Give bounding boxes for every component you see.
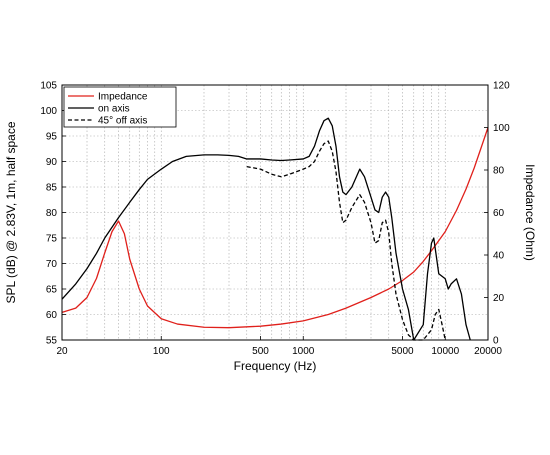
y-right-tick-label: 100 <box>493 123 510 134</box>
y-right-tick-label: 20 <box>493 293 505 304</box>
x-tick-label: 10000 <box>431 346 459 357</box>
y-right-tick-label: 60 <box>493 208 505 219</box>
y-left-tick-label: 65 <box>46 285 58 296</box>
y-left-tick-label: 70 <box>46 259 58 270</box>
series-line-impedance <box>61 127 489 329</box>
x-tick-label: 20000 <box>474 346 502 357</box>
legend-label-impedance: Impedance <box>98 92 148 103</box>
y-axis-title-right: Impedance (Ohm) <box>523 164 537 261</box>
y-left-tick-label: 95 <box>46 132 58 143</box>
series-line-on-axis <box>61 117 471 341</box>
y-left-tick-label: 60 <box>46 310 58 321</box>
x-tick-label: 20 <box>56 346 68 357</box>
series-lines <box>61 117 489 341</box>
legend-label-off-axis: 45° off axis <box>98 116 147 127</box>
y-right-tick-label: 80 <box>493 166 505 177</box>
legend-label-on-axis: on axis <box>98 104 130 115</box>
y-right-tick-label: 40 <box>493 251 505 262</box>
x-tick-label: 500 <box>252 346 269 357</box>
y-left-tick-label: 55 <box>46 336 58 347</box>
x-tick-label: 1000 <box>292 346 315 357</box>
y-axis-title-left: SPL (dB) @ 2.83V, 1m, half space <box>4 121 18 303</box>
y-left-tick-label: 85 <box>46 183 58 194</box>
x-tick-label: 100 <box>153 346 170 357</box>
y-left-tick-label: 90 <box>46 157 58 168</box>
y-left-tick-label: 105 <box>40 81 57 92</box>
x-axis-title: Frequency (Hz) <box>234 359 317 373</box>
y-left-tick-label: 80 <box>46 208 58 219</box>
y-left-tick-label: 100 <box>40 106 57 117</box>
legend: Impedance on axis 45° off axis <box>63 86 177 128</box>
axis-ticks: 20 100 500 1000 5000 10000 2000055606570758085… <box>40 81 510 358</box>
y-left-tick-label: 75 <box>46 234 58 245</box>
y-right-tick-label: 120 <box>493 81 510 92</box>
y-right-tick-label: 0 <box>493 336 499 347</box>
x-tick-label: 5000 <box>391 346 414 357</box>
